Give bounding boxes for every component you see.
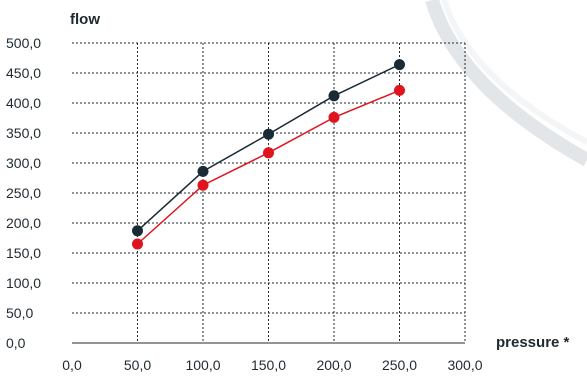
data-point [394, 59, 405, 71]
x-tick-label: 250,0 [382, 357, 417, 373]
data-point [263, 128, 274, 140]
y-tick-label: 400,0 [6, 95, 41, 111]
x-tick-label: 100,0 [185, 357, 220, 373]
y-axis-ticks: 0,0 50,0 100,0 150,0 200,0 250,0 300,0 350,0 400… [6, 35, 41, 351]
data-point [328, 90, 340, 102]
y-tick-label: 500,0 [6, 35, 41, 51]
decorative-ring [425, 0, 587, 167]
x-axis-title: pressure * [496, 334, 570, 351]
data-point [263, 147, 274, 159]
y-tick-label: 100,0 [6, 275, 41, 291]
data-point [132, 238, 143, 250]
x-axis-ticks: 0,0 50,0 100,0 150,0 200,0 250,0 300,0 [62, 357, 482, 373]
y-tick-label: 50,0 [6, 305, 33, 321]
y-axis-title: flow [70, 11, 100, 28]
y-tick-label: 200,0 [6, 215, 41, 231]
grid-lines [72, 42, 466, 344]
series-layer [132, 59, 405, 250]
y-tick-label: 150,0 [6, 245, 41, 261]
series-1 [132, 59, 405, 237]
y-tick-label: 0,0 [6, 335, 26, 351]
x-tick-label: 50,0 [124, 357, 151, 373]
x-tick-label: 200,0 [316, 357, 351, 373]
y-tick-label: 250,0 [6, 185, 41, 201]
series-2 [132, 84, 405, 250]
data-point [197, 165, 209, 177]
y-tick-label: 350,0 [6, 125, 41, 141]
x-tick-label: 300,0 [447, 357, 482, 373]
ring-inner [441, 0, 587, 145]
data-point [197, 179, 209, 191]
data-point [328, 111, 340, 123]
x-tick-label: 150,0 [251, 357, 286, 373]
data-point [394, 84, 405, 96]
data-point [132, 225, 143, 237]
x-tick-label: 0,0 [62, 357, 82, 373]
ring-outer [425, 0, 587, 167]
y-tick-label: 300,0 [6, 155, 41, 171]
y-tick-label: 450,0 [6, 65, 41, 81]
